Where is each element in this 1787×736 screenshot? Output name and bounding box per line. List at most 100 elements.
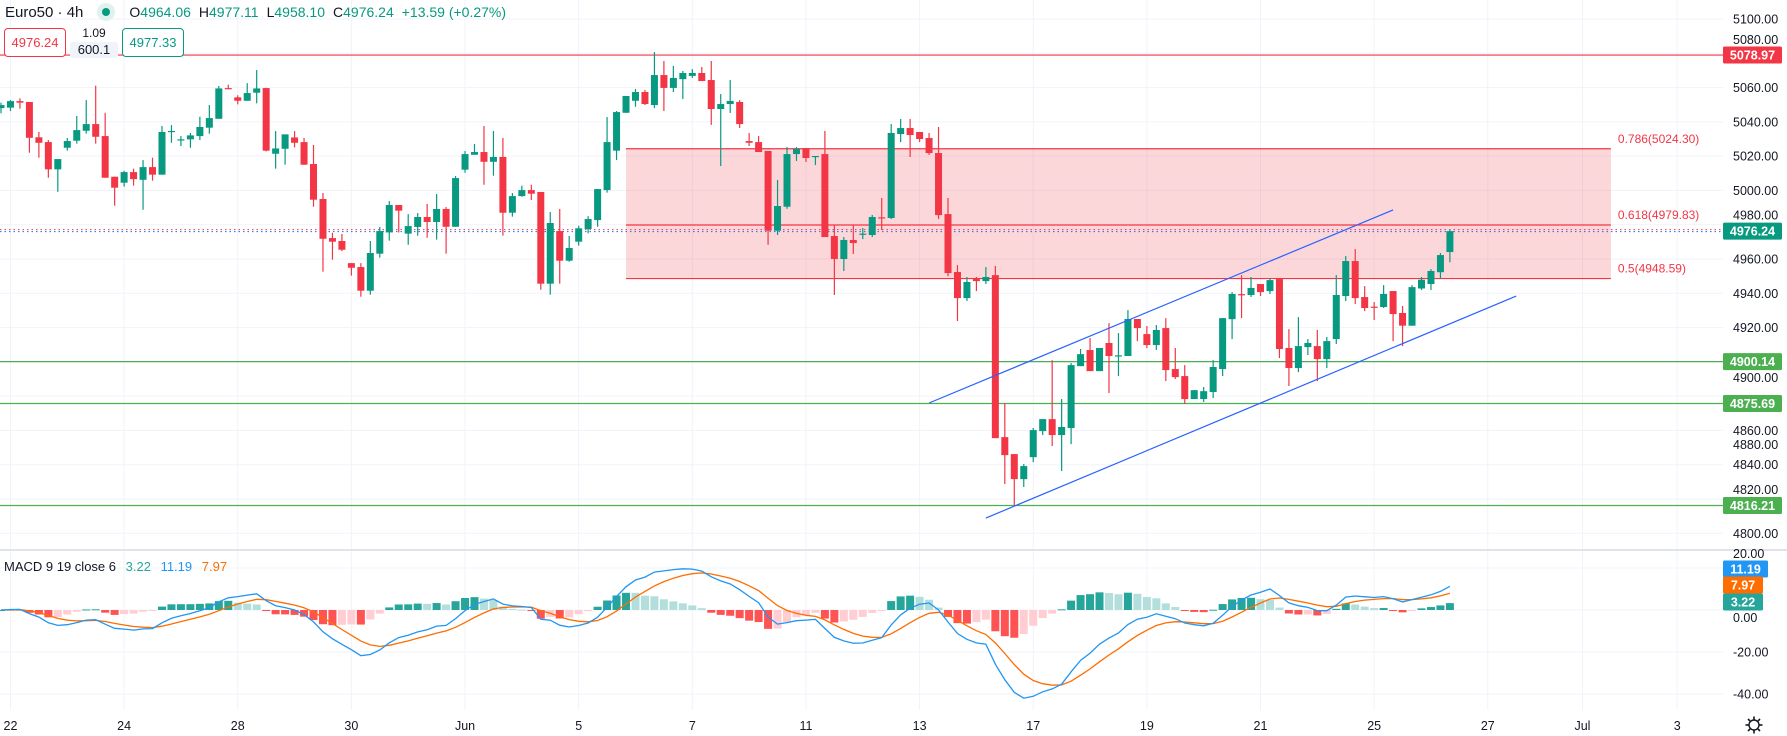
candle-body bbox=[111, 176, 119, 188]
macd-histogram-bar bbox=[508, 608, 517, 610]
candle-body bbox=[669, 77, 677, 88]
horizontal-lines[interactable] bbox=[0, 54, 1723, 507]
fib-level-label: 0.618(4979.83) bbox=[1618, 208, 1699, 222]
candle-body bbox=[1143, 334, 1151, 346]
candle bbox=[1389, 291, 1397, 342]
candle-body bbox=[1029, 430, 1037, 458]
spread-value: 1.09 bbox=[82, 26, 106, 40]
price-axis[interactable]: 5100.00 5080.00 5060.00 5040.00 5020.00 5000.… bbox=[1733, 13, 1778, 702]
candle bbox=[774, 179, 782, 236]
candle bbox=[755, 136, 763, 153]
candle bbox=[1370, 302, 1378, 321]
candle bbox=[830, 225, 838, 296]
macd-histogram-bar bbox=[915, 596, 924, 610]
macd-histogram-bar bbox=[120, 610, 129, 615]
macd-histogram-bar bbox=[1142, 597, 1151, 610]
macd-histogram-bar bbox=[1048, 610, 1057, 614]
channel-line[interactable] bbox=[928, 209, 1394, 404]
last-price-tag: 4976.24 bbox=[1723, 222, 1782, 240]
time-axis[interactable]: 22 24 28 30 Jun 5 7 11 13 17 19 21 25 27 Jul 3 bbox=[4, 719, 1681, 733]
time-axis-label: 30 bbox=[344, 719, 358, 733]
candle-body bbox=[35, 137, 43, 143]
candle-body bbox=[868, 217, 876, 236]
resistance-price-tag-bg bbox=[1723, 46, 1782, 64]
macd-histogram-bar bbox=[1360, 606, 1369, 610]
macd-histogram-bar bbox=[697, 608, 706, 610]
quantity-input[interactable]: 600.1 bbox=[70, 42, 118, 58]
candle bbox=[16, 98, 24, 109]
sell-button[interactable]: 4976.24 bbox=[4, 28, 66, 57]
candle-body bbox=[1418, 279, 1425, 289]
candle bbox=[130, 168, 138, 186]
macd-histogram-bar bbox=[375, 610, 384, 614]
macd-histogram-bar bbox=[110, 610, 119, 615]
candle bbox=[1266, 278, 1274, 294]
candle bbox=[1048, 360, 1056, 447]
candle-body bbox=[830, 236, 838, 260]
macd-histogram-bar bbox=[631, 592, 640, 610]
candle-body bbox=[489, 157, 497, 162]
macd-value-tag-bg bbox=[1723, 560, 1768, 578]
candle bbox=[1181, 365, 1189, 405]
candle bbox=[811, 155, 819, 166]
support-price-tag-text: 4875.69 bbox=[1730, 397, 1775, 411]
candle bbox=[423, 203, 431, 238]
candle bbox=[1029, 428, 1037, 463]
trend-channel[interactable] bbox=[928, 209, 1517, 519]
macd-histogram-bar bbox=[1180, 610, 1189, 611]
candle-body bbox=[537, 191, 545, 284]
candle-body bbox=[177, 139, 185, 141]
candle-body bbox=[916, 131, 924, 140]
symbol-title[interactable]: Euro50 · 4h bbox=[5, 3, 84, 21]
candle bbox=[262, 87, 270, 152]
candle-body bbox=[442, 208, 450, 227]
macd-histogram-bar bbox=[271, 610, 280, 615]
candle-body bbox=[1247, 287, 1255, 296]
channel-line[interactable] bbox=[985, 295, 1517, 519]
candle-body bbox=[196, 127, 204, 137]
candle bbox=[717, 94, 725, 167]
macd-pane bbox=[0, 568, 1454, 699]
candle bbox=[840, 237, 848, 272]
macd-histogram-bar bbox=[1190, 610, 1199, 612]
candle-body bbox=[376, 231, 384, 254]
candle-body bbox=[584, 219, 592, 230]
macd-histogram-bar bbox=[186, 604, 195, 610]
candle bbox=[1077, 349, 1085, 367]
candle bbox=[1067, 363, 1075, 445]
price-axis-label: 4960.00 bbox=[1733, 253, 1778, 267]
macd-histogram-bar bbox=[868, 610, 877, 613]
macd-histogram-bar bbox=[404, 604, 413, 610]
fib-zone-fill[interactable] bbox=[626, 148, 1611, 279]
candle bbox=[205, 105, 213, 134]
candle-body bbox=[120, 172, 128, 183]
low-label: L bbox=[266, 4, 275, 20]
macd-histogram-bar bbox=[972, 610, 981, 623]
low-value: 4958.10 bbox=[274, 4, 325, 20]
candle bbox=[868, 214, 876, 238]
macd-histogram-bar bbox=[839, 610, 848, 622]
candle-body bbox=[272, 148, 280, 154]
candle bbox=[35, 131, 43, 158]
candle-body bbox=[991, 275, 999, 439]
candle-body bbox=[452, 178, 460, 227]
price-axis-label: 4820.00 bbox=[1733, 483, 1778, 497]
macd-legend[interactable]: MACD 9 19 close 6 3.22 11.19 7.97 bbox=[4, 559, 233, 574]
candle bbox=[167, 125, 175, 143]
macd-histogram-bar bbox=[1104, 593, 1113, 610]
macd-histogram-bar bbox=[849, 610, 858, 620]
macd-histogram-bar bbox=[101, 610, 110, 613]
macd-histogram-bar bbox=[1228, 599, 1237, 610]
candle bbox=[1200, 387, 1208, 402]
gear-icon[interactable] bbox=[1744, 715, 1764, 735]
time-axis-label: 19 bbox=[1140, 719, 1154, 733]
candle bbox=[1143, 326, 1151, 349]
candle-body bbox=[1190, 390, 1198, 400]
buy-button[interactable]: 4977.33 bbox=[122, 28, 184, 57]
macd-histogram-bar bbox=[167, 604, 176, 610]
candle bbox=[783, 147, 791, 209]
candle-body bbox=[613, 112, 621, 151]
histogram-value-tag-text: 3.22 bbox=[1731, 596, 1755, 610]
candle bbox=[461, 151, 469, 173]
